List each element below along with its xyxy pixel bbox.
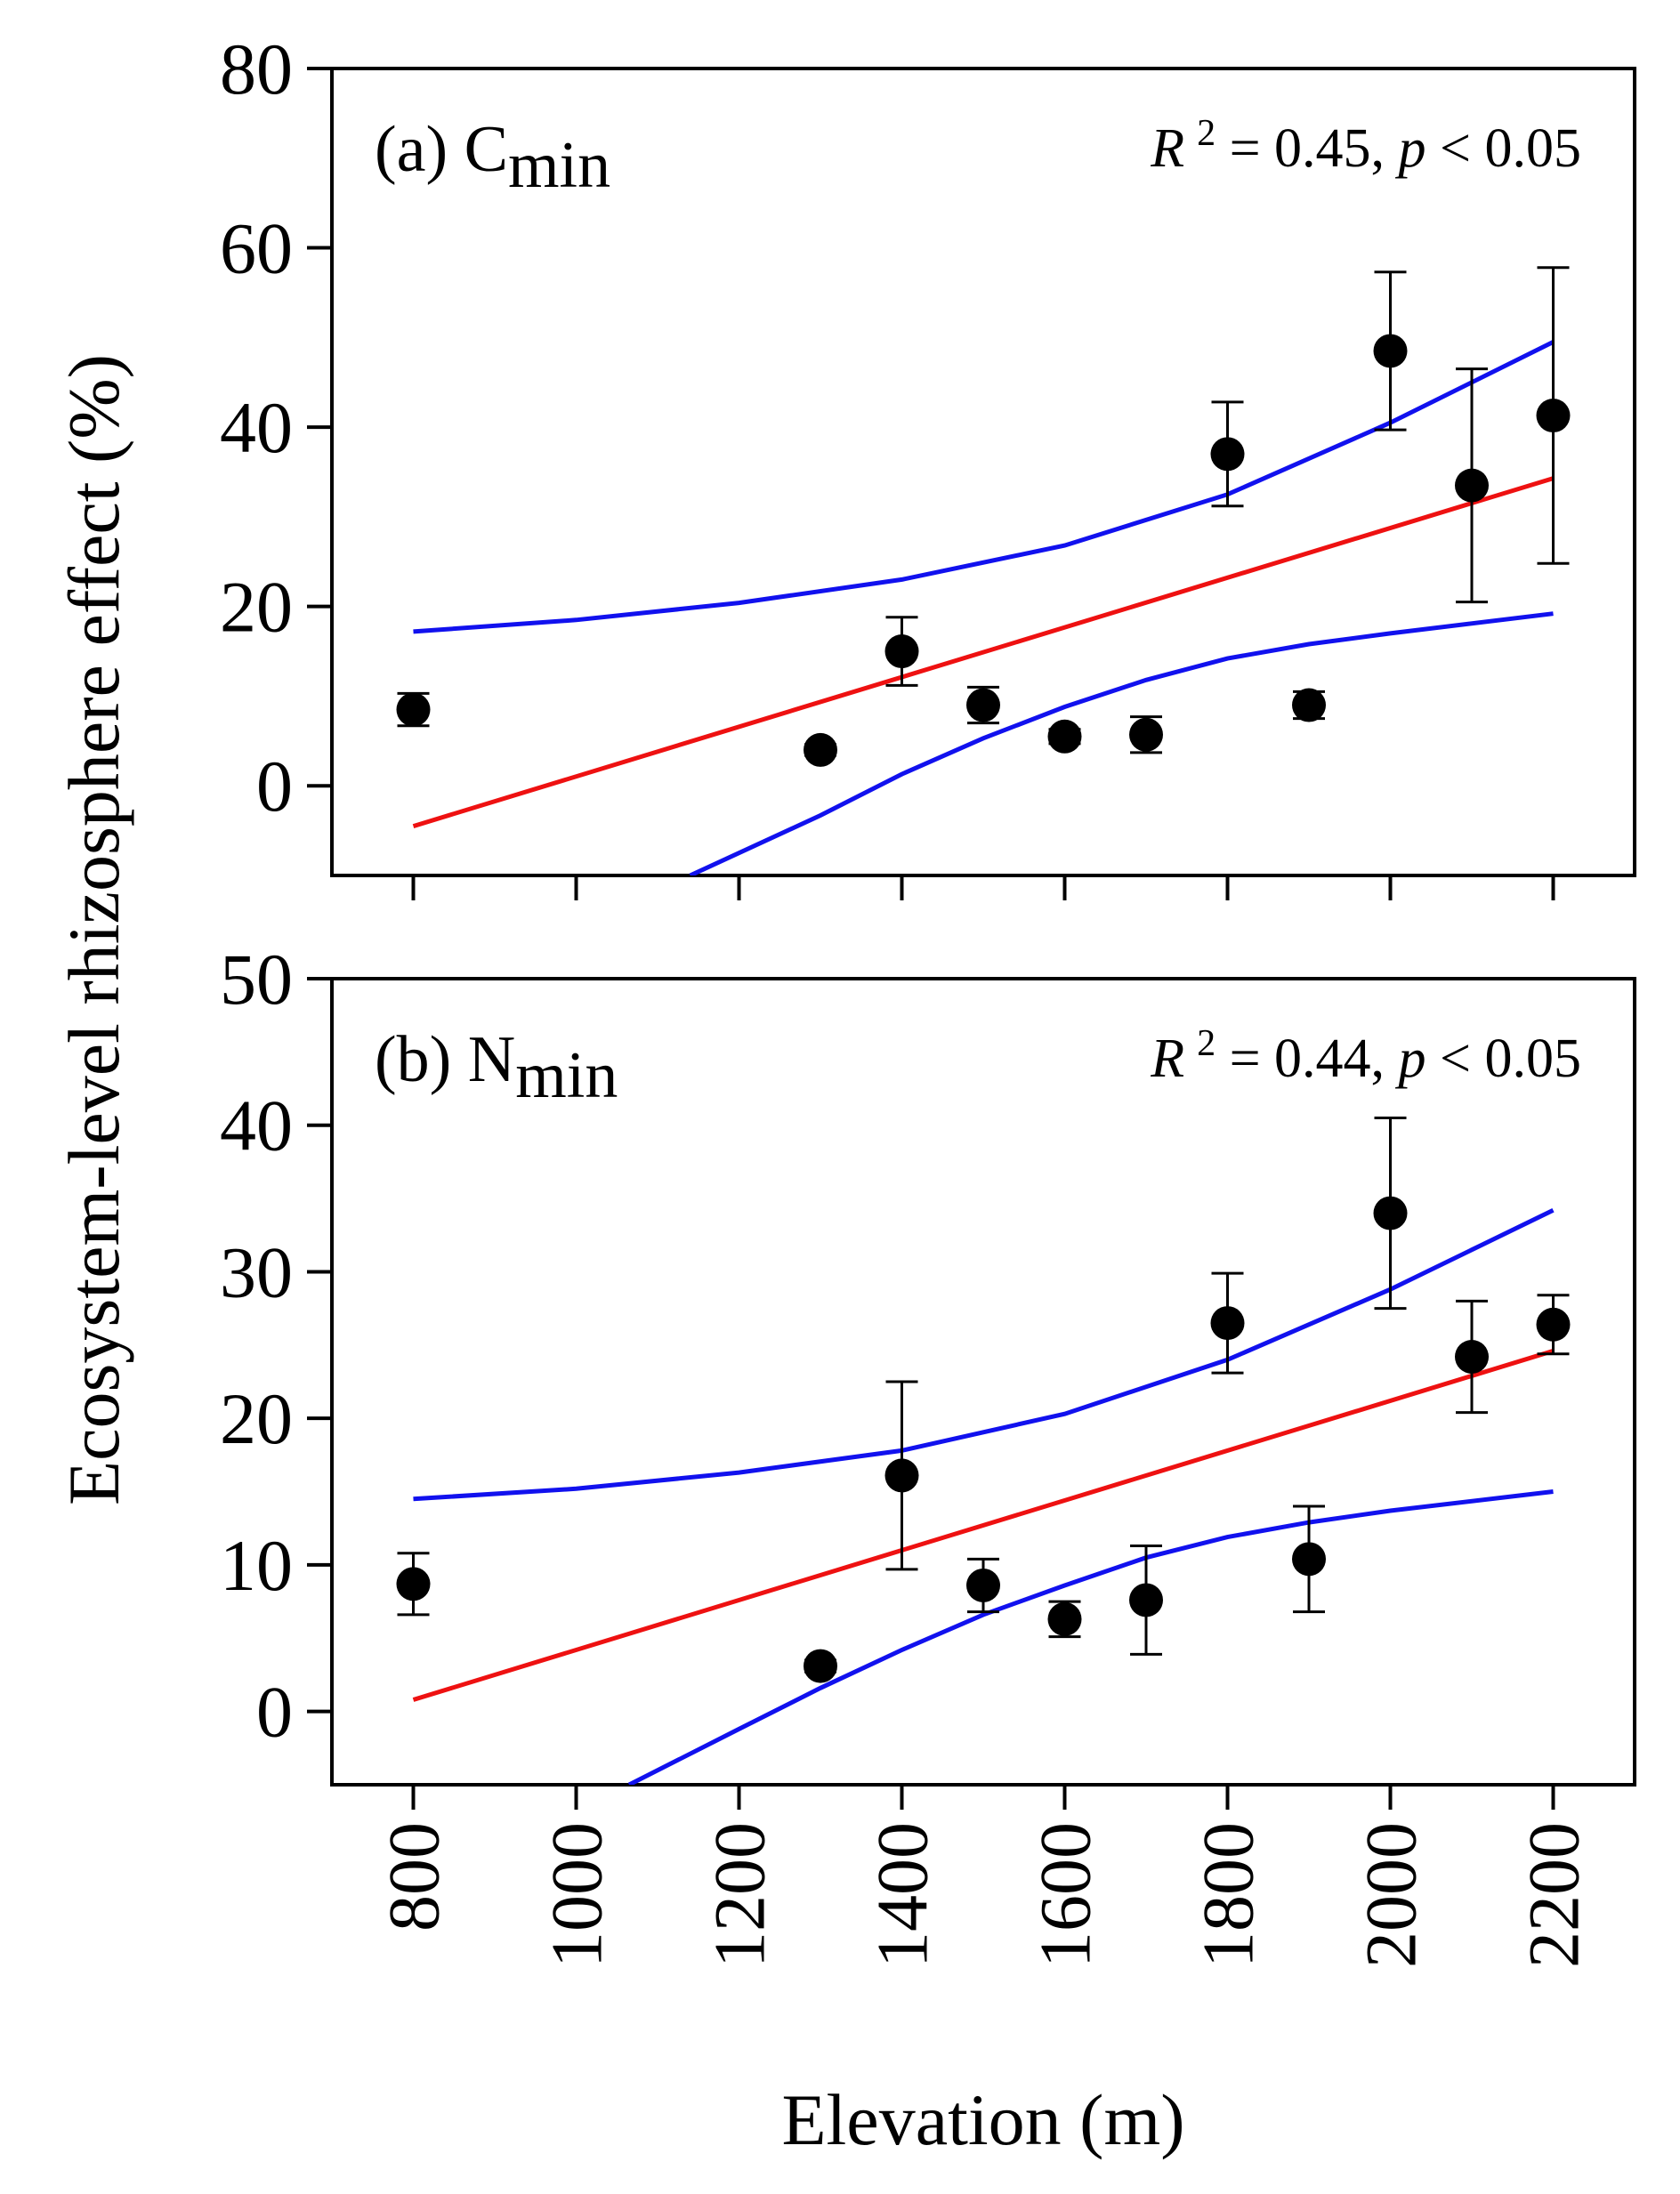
data-point-a-6 (1210, 437, 1245, 472)
y-tick-label-b-0: 0 (256, 1672, 293, 1753)
data-point-a-3 (966, 688, 1000, 722)
panel-label-b-sub: min (515, 1039, 618, 1112)
data-point-b-1 (804, 1649, 837, 1683)
data-point-b-4 (1047, 1601, 1082, 1636)
data-point-b-5 (1129, 1583, 1163, 1617)
panel-label-b: (b) Nmin (375, 1023, 618, 1112)
y-tick-label-b-5: 50 (220, 939, 293, 1020)
y-tick-label-a-1: 20 (220, 567, 293, 648)
stat-a-p: p (1395, 118, 1426, 179)
data-point-a-10 (1536, 399, 1571, 433)
data-point-b-10 (1536, 1307, 1571, 1342)
data-point-a-2 (884, 634, 919, 669)
y-tick-label-a-3: 60 (220, 208, 293, 289)
marks-a: 0 20 40 60 80 (220, 28, 1571, 900)
panel-label-b-main: (b) N (375, 1023, 515, 1096)
data-point-a-5 (1129, 717, 1163, 752)
data-point-a-7 (1292, 688, 1326, 722)
data-point-b-2 (884, 1458, 919, 1493)
x-tick-label-0: 800 (374, 1822, 455, 1932)
data-point-b-8 (1373, 1196, 1408, 1230)
data-point-a-0 (396, 692, 431, 727)
stat-a-mid: = 0.45, (1216, 118, 1398, 179)
y-tick-label-b-1: 10 (220, 1525, 293, 1606)
ci-upper-line-a (413, 340, 1555, 634)
stat-a-end: < 0.05 (1426, 118, 1581, 179)
data-point-b-9 (1455, 1339, 1489, 1374)
data-point-b-6 (1210, 1306, 1245, 1341)
data-point-b-3 (966, 1568, 1000, 1602)
y-tick-label-a-4: 80 (220, 28, 293, 109)
panel-label-a-main: (a) C (375, 113, 508, 186)
x-tick-label-1: 1000 (537, 1822, 618, 1968)
stat-b-sup: 2 (1197, 1023, 1216, 1064)
fit-line-b (412, 1349, 1555, 1702)
plot-frame-b (330, 977, 1636, 1787)
data-point-a-9 (1455, 468, 1489, 503)
data-point-a-1 (804, 732, 837, 767)
marks-b: 0 10 20 30 40 50 (220, 939, 1571, 1810)
y-axis-title: Ecosystem-level rhizosphere effect (%) (53, 354, 134, 1505)
data-point-a-4 (1047, 719, 1082, 754)
plot-frame-a (330, 67, 1636, 877)
x-tick-label-5: 1800 (1188, 1822, 1269, 1968)
ci-upper-line-b (413, 1208, 1555, 1502)
stat-b-r: R (1150, 1028, 1184, 1089)
stat-a-r: R (1150, 118, 1184, 179)
ci-lower-line-b (627, 1489, 1554, 1785)
y-tick-label-a-2: 40 (220, 387, 293, 468)
y-tick-label-a-0: 0 (256, 746, 293, 827)
stat-b-end: < 0.05 (1426, 1028, 1581, 1089)
data-point-b-0 (396, 1567, 431, 1601)
x-tick-label-4: 1600 (1025, 1822, 1106, 1968)
x-tick-label-3: 1400 (862, 1822, 943, 1968)
x-tick-label-2: 1200 (699, 1822, 780, 1968)
data-point-b-7 (1292, 1542, 1326, 1577)
x-axis: 800 1000 1200 1400 1600 1800 2000 2200 (374, 1822, 1595, 1968)
stat-a-sup: 2 (1197, 113, 1216, 154)
panel-label-a: (a) Cmin (375, 113, 610, 202)
x-axis-title: Elevation (m) (781, 2079, 1184, 2160)
y-tick-label-b-4: 40 (220, 1085, 293, 1166)
stat-b-mid: = 0.44, (1216, 1028, 1398, 1089)
y-tick-label-b-2: 20 (220, 1378, 293, 1459)
stat-b-p: p (1395, 1028, 1426, 1089)
y-tick-label-b-3: 30 (220, 1231, 293, 1312)
x-tick-label-6: 2000 (1351, 1822, 1432, 1968)
data-point-a-8 (1373, 334, 1408, 368)
ci-lower-line-a (689, 611, 1554, 875)
x-tick-label-7: 2200 (1514, 1822, 1595, 1968)
fit-line-a (412, 476, 1555, 828)
panel-label-a-sub: min (508, 129, 610, 202)
